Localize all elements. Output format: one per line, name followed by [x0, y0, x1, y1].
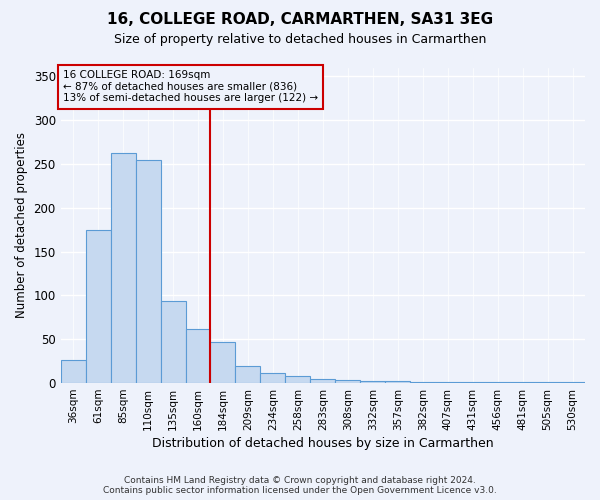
- Bar: [535, 382, 560, 383]
- Text: Size of property relative to detached houses in Carmarthen: Size of property relative to detached ho…: [114, 32, 486, 46]
- Bar: [286, 376, 310, 383]
- Y-axis label: Number of detached properties: Number of detached properties: [15, 132, 28, 318]
- Text: 16, COLLEGE ROAD, CARMARTHEN, SA31 3EG: 16, COLLEGE ROAD, CARMARTHEN, SA31 3EG: [107, 12, 493, 28]
- Bar: [560, 382, 585, 383]
- Bar: [510, 382, 535, 383]
- Bar: [460, 382, 485, 383]
- Bar: [360, 382, 385, 383]
- Text: 16 COLLEGE ROAD: 169sqm
← 87% of detached houses are smaller (836)
13% of semi-d: 16 COLLEGE ROAD: 169sqm ← 87% of detache…: [63, 70, 318, 103]
- Bar: [86, 230, 110, 383]
- Bar: [136, 160, 161, 383]
- Bar: [410, 382, 435, 383]
- Bar: [110, 152, 136, 383]
- Bar: [485, 382, 510, 383]
- Bar: [385, 382, 410, 383]
- Bar: [61, 360, 86, 383]
- X-axis label: Distribution of detached houses by size in Carmarthen: Distribution of detached houses by size …: [152, 437, 494, 450]
- Bar: [335, 380, 360, 383]
- Bar: [211, 342, 235, 383]
- Bar: [185, 328, 211, 383]
- Bar: [260, 374, 286, 383]
- Bar: [161, 300, 185, 383]
- Bar: [435, 382, 460, 383]
- Bar: [310, 378, 335, 383]
- Bar: [235, 366, 260, 383]
- Text: Contains HM Land Registry data © Crown copyright and database right 2024.
Contai: Contains HM Land Registry data © Crown c…: [103, 476, 497, 495]
